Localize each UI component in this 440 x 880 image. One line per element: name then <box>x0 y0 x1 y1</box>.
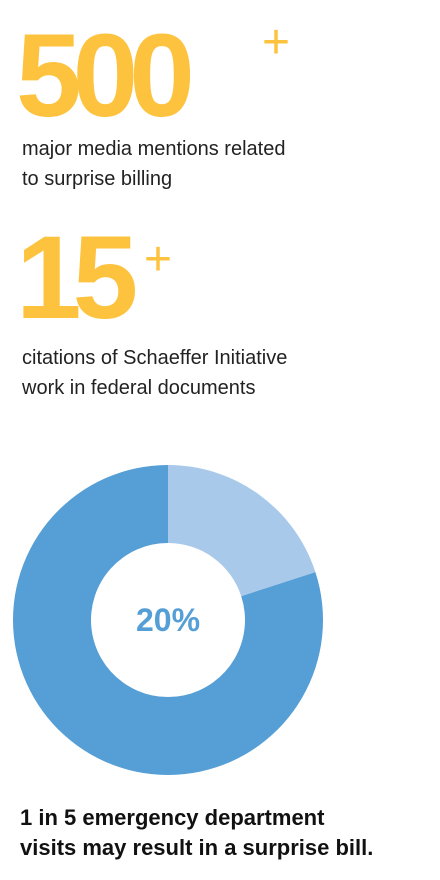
center-label: 20% <box>136 602 200 638</box>
caption: 1 in 5 emergency department <box>20 805 325 830</box>
donut-chart <box>12 465 324 775</box>
stat-text: to surprise billing <box>22 168 172 190</box>
stat-text: citations of Schaeffer Initiative <box>22 347 287 369</box>
caption: visits may result in a surprise bill. <box>20 835 373 860</box>
stat-text: work in federal documents <box>21 377 255 399</box>
stat-text: major media mentions related <box>22 138 285 160</box>
stat-suffix: + <box>144 233 172 286</box>
donut-slice <box>12 465 324 775</box>
donut-slice <box>168 465 316 597</box>
stat-suffix: + <box>262 16 290 69</box>
stat-number: 500 <box>16 10 190 142</box>
stat-number: 15 <box>16 212 136 344</box>
